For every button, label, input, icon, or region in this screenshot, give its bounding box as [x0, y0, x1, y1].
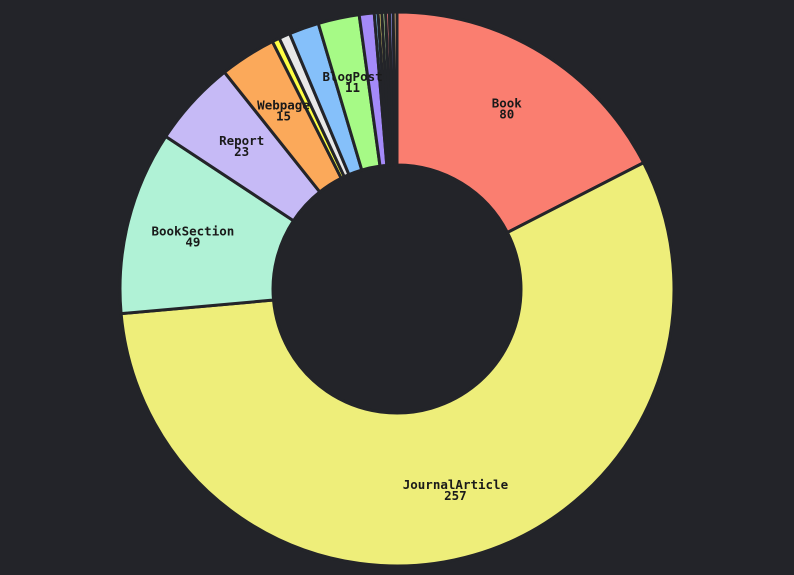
- slice-label-booksection: BookSection: [151, 224, 234, 239]
- slice-journalarticle[interactable]: [119, 161, 676, 568]
- slice-value-blogpost: 11: [345, 80, 360, 95]
- slice-value-booksection: 49: [185, 235, 200, 250]
- slice-label-report: Report: [219, 133, 264, 148]
- slices-group: [118, 10, 676, 568]
- slice-value-webpage: 15: [276, 109, 291, 124]
- slice-label-blogpost: BlogPost: [322, 69, 382, 84]
- slice-label-journalarticle: JournalArticle: [403, 477, 509, 492]
- slice-label-book: Book: [492, 95, 523, 110]
- slice-booksection[interactable]: [118, 134, 295, 316]
- slice-value-book: 80: [499, 106, 514, 121]
- slice-label-webpage: Webpage: [257, 98, 310, 113]
- slice-value-journalarticle: 257: [444, 488, 467, 503]
- slice-value-report: 23: [234, 144, 249, 159]
- slice-book[interactable]: [395, 10, 646, 234]
- slice-misc10[interactable]: [391, 10, 399, 167]
